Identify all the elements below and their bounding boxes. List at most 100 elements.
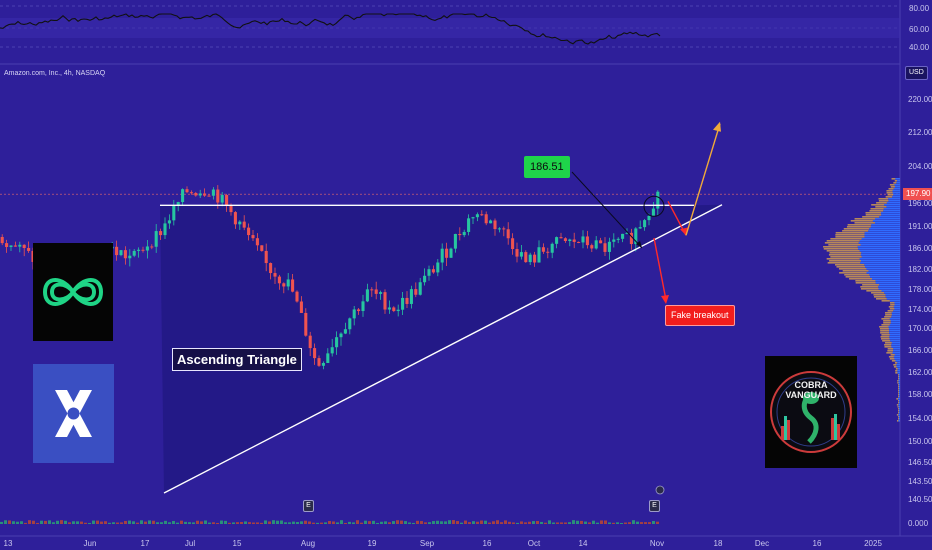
volume-bar bbox=[8, 520, 11, 524]
volume-profile-bar bbox=[898, 394, 899, 396]
x-icon bbox=[55, 390, 92, 437]
volume-profile-bar bbox=[898, 392, 900, 394]
plus-marker-icon[interactable] bbox=[655, 485, 665, 495]
volume-profile-bar bbox=[885, 294, 900, 296]
volume-profile-bar bbox=[898, 400, 899, 402]
volume-bar bbox=[572, 520, 575, 524]
time-axis-label: Nov bbox=[650, 539, 664, 548]
volume-bar bbox=[180, 520, 183, 524]
fake-breakout-label[interactable]: Fake breakout bbox=[665, 305, 735, 326]
earnings-icon[interactable]: E bbox=[649, 500, 660, 512]
volume-bar bbox=[184, 521, 187, 524]
volume-bar bbox=[380, 521, 383, 524]
candle-body bbox=[273, 273, 277, 277]
candle-body bbox=[18, 244, 22, 247]
price-axis-label: 220.00 bbox=[908, 95, 932, 104]
volume-profile-bar bbox=[835, 234, 865, 236]
volume-profile-bar bbox=[826, 258, 860, 260]
candle-body bbox=[141, 249, 145, 251]
time-axis-label: Jun bbox=[84, 539, 97, 548]
volume-bar bbox=[72, 521, 75, 524]
candle-body bbox=[462, 231, 466, 236]
volume-profile-bar bbox=[842, 230, 869, 232]
earnings-icon[interactable]: E bbox=[303, 500, 314, 512]
volume-profile-bar bbox=[890, 304, 895, 306]
volume-profile-bar bbox=[888, 198, 900, 200]
time-axis-label: 15 bbox=[233, 539, 242, 548]
volume-profile-bar bbox=[866, 268, 900, 270]
candle-body bbox=[634, 228, 638, 245]
volume-bar bbox=[596, 522, 599, 524]
volume-profile-bar bbox=[898, 396, 900, 398]
volume-bar bbox=[128, 520, 131, 524]
candle-body bbox=[489, 220, 493, 224]
volume-bar bbox=[100, 521, 103, 524]
volume-profile-bar bbox=[864, 232, 900, 234]
volume-profile-bar bbox=[891, 346, 900, 348]
volume-profile-bar bbox=[886, 352, 893, 354]
volume-profile-bar bbox=[860, 262, 900, 264]
volume-profile-bar bbox=[894, 358, 900, 360]
oscillator-axis-label: 80.00 bbox=[909, 4, 930, 13]
volume-profile-bar bbox=[865, 266, 900, 268]
volume-profile-bar bbox=[894, 304, 900, 306]
candle-body bbox=[524, 252, 528, 263]
volume-bar bbox=[132, 521, 135, 524]
candle-body bbox=[238, 221, 242, 225]
volume-profile-bar bbox=[872, 220, 900, 222]
candle-body bbox=[409, 289, 413, 304]
candle-body bbox=[203, 193, 207, 196]
volume-bar bbox=[408, 522, 411, 524]
volume-profile-bar bbox=[894, 186, 900, 188]
candle-body bbox=[436, 262, 440, 273]
orange-arrowhead bbox=[713, 121, 721, 132]
price-axis-label: 191.00 bbox=[908, 222, 932, 231]
candle-body bbox=[137, 249, 141, 251]
candle-body bbox=[612, 239, 616, 242]
candle-body bbox=[656, 191, 660, 209]
volume-bar bbox=[92, 520, 95, 524]
volume-profile-bar bbox=[886, 190, 893, 192]
volume-bar bbox=[328, 521, 331, 524]
candle-body bbox=[326, 353, 330, 363]
candle-body bbox=[370, 289, 374, 291]
volume-bar bbox=[164, 520, 167, 524]
volume-bar bbox=[552, 522, 555, 524]
volume-profile-bar bbox=[898, 420, 900, 422]
volume-bar bbox=[560, 522, 563, 524]
volume-profile-bar bbox=[894, 362, 898, 364]
volume-profile-bar bbox=[854, 222, 875, 224]
volume-profile-bar bbox=[898, 396, 899, 398]
price-axis-label: 174.00 bbox=[908, 305, 932, 314]
volume-profile-bar bbox=[898, 392, 899, 394]
volume-bar bbox=[424, 522, 427, 524]
volume-bar bbox=[400, 520, 403, 524]
volume-bar bbox=[112, 522, 115, 524]
candle-body bbox=[458, 233, 462, 236]
volume-profile-bar bbox=[891, 360, 896, 362]
volume-bar bbox=[484, 520, 487, 524]
candle-body bbox=[211, 189, 215, 196]
volume-bar bbox=[564, 522, 567, 524]
volume-bar bbox=[28, 520, 31, 524]
price-label[interactable]: 186.51 bbox=[524, 156, 570, 178]
candle-body bbox=[528, 254, 532, 263]
candle-body bbox=[225, 195, 229, 206]
candle-body bbox=[321, 362, 325, 366]
candle-body bbox=[577, 241, 581, 243]
volume-profile-bar bbox=[898, 408, 899, 410]
candle-body bbox=[387, 307, 391, 310]
volume-profile-bar bbox=[896, 404, 899, 406]
volume-bar bbox=[64, 520, 67, 524]
pointer-line bbox=[571, 171, 643, 249]
volume-profile-bar bbox=[871, 224, 900, 226]
time-axis-label: Oct bbox=[528, 539, 541, 548]
pattern-label[interactable]: Ascending Triangle bbox=[172, 348, 302, 371]
volume-profile-bar bbox=[859, 240, 900, 242]
volume-bar bbox=[608, 522, 611, 524]
candle-body bbox=[590, 245, 594, 249]
currency-label[interactable]: USD bbox=[905, 66, 928, 80]
volume-profile-bar bbox=[896, 364, 900, 366]
candle-body bbox=[361, 301, 365, 312]
time-axis-label: 2025 bbox=[864, 539, 882, 548]
